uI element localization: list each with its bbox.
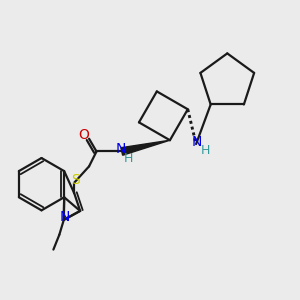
Text: H: H [124,152,134,164]
Text: O: O [78,128,89,142]
Polygon shape [121,140,170,155]
Text: H: H [200,143,210,157]
Text: N: N [60,211,70,224]
Text: N: N [116,142,126,156]
Text: S: S [71,173,80,187]
Text: N: N [192,135,202,149]
